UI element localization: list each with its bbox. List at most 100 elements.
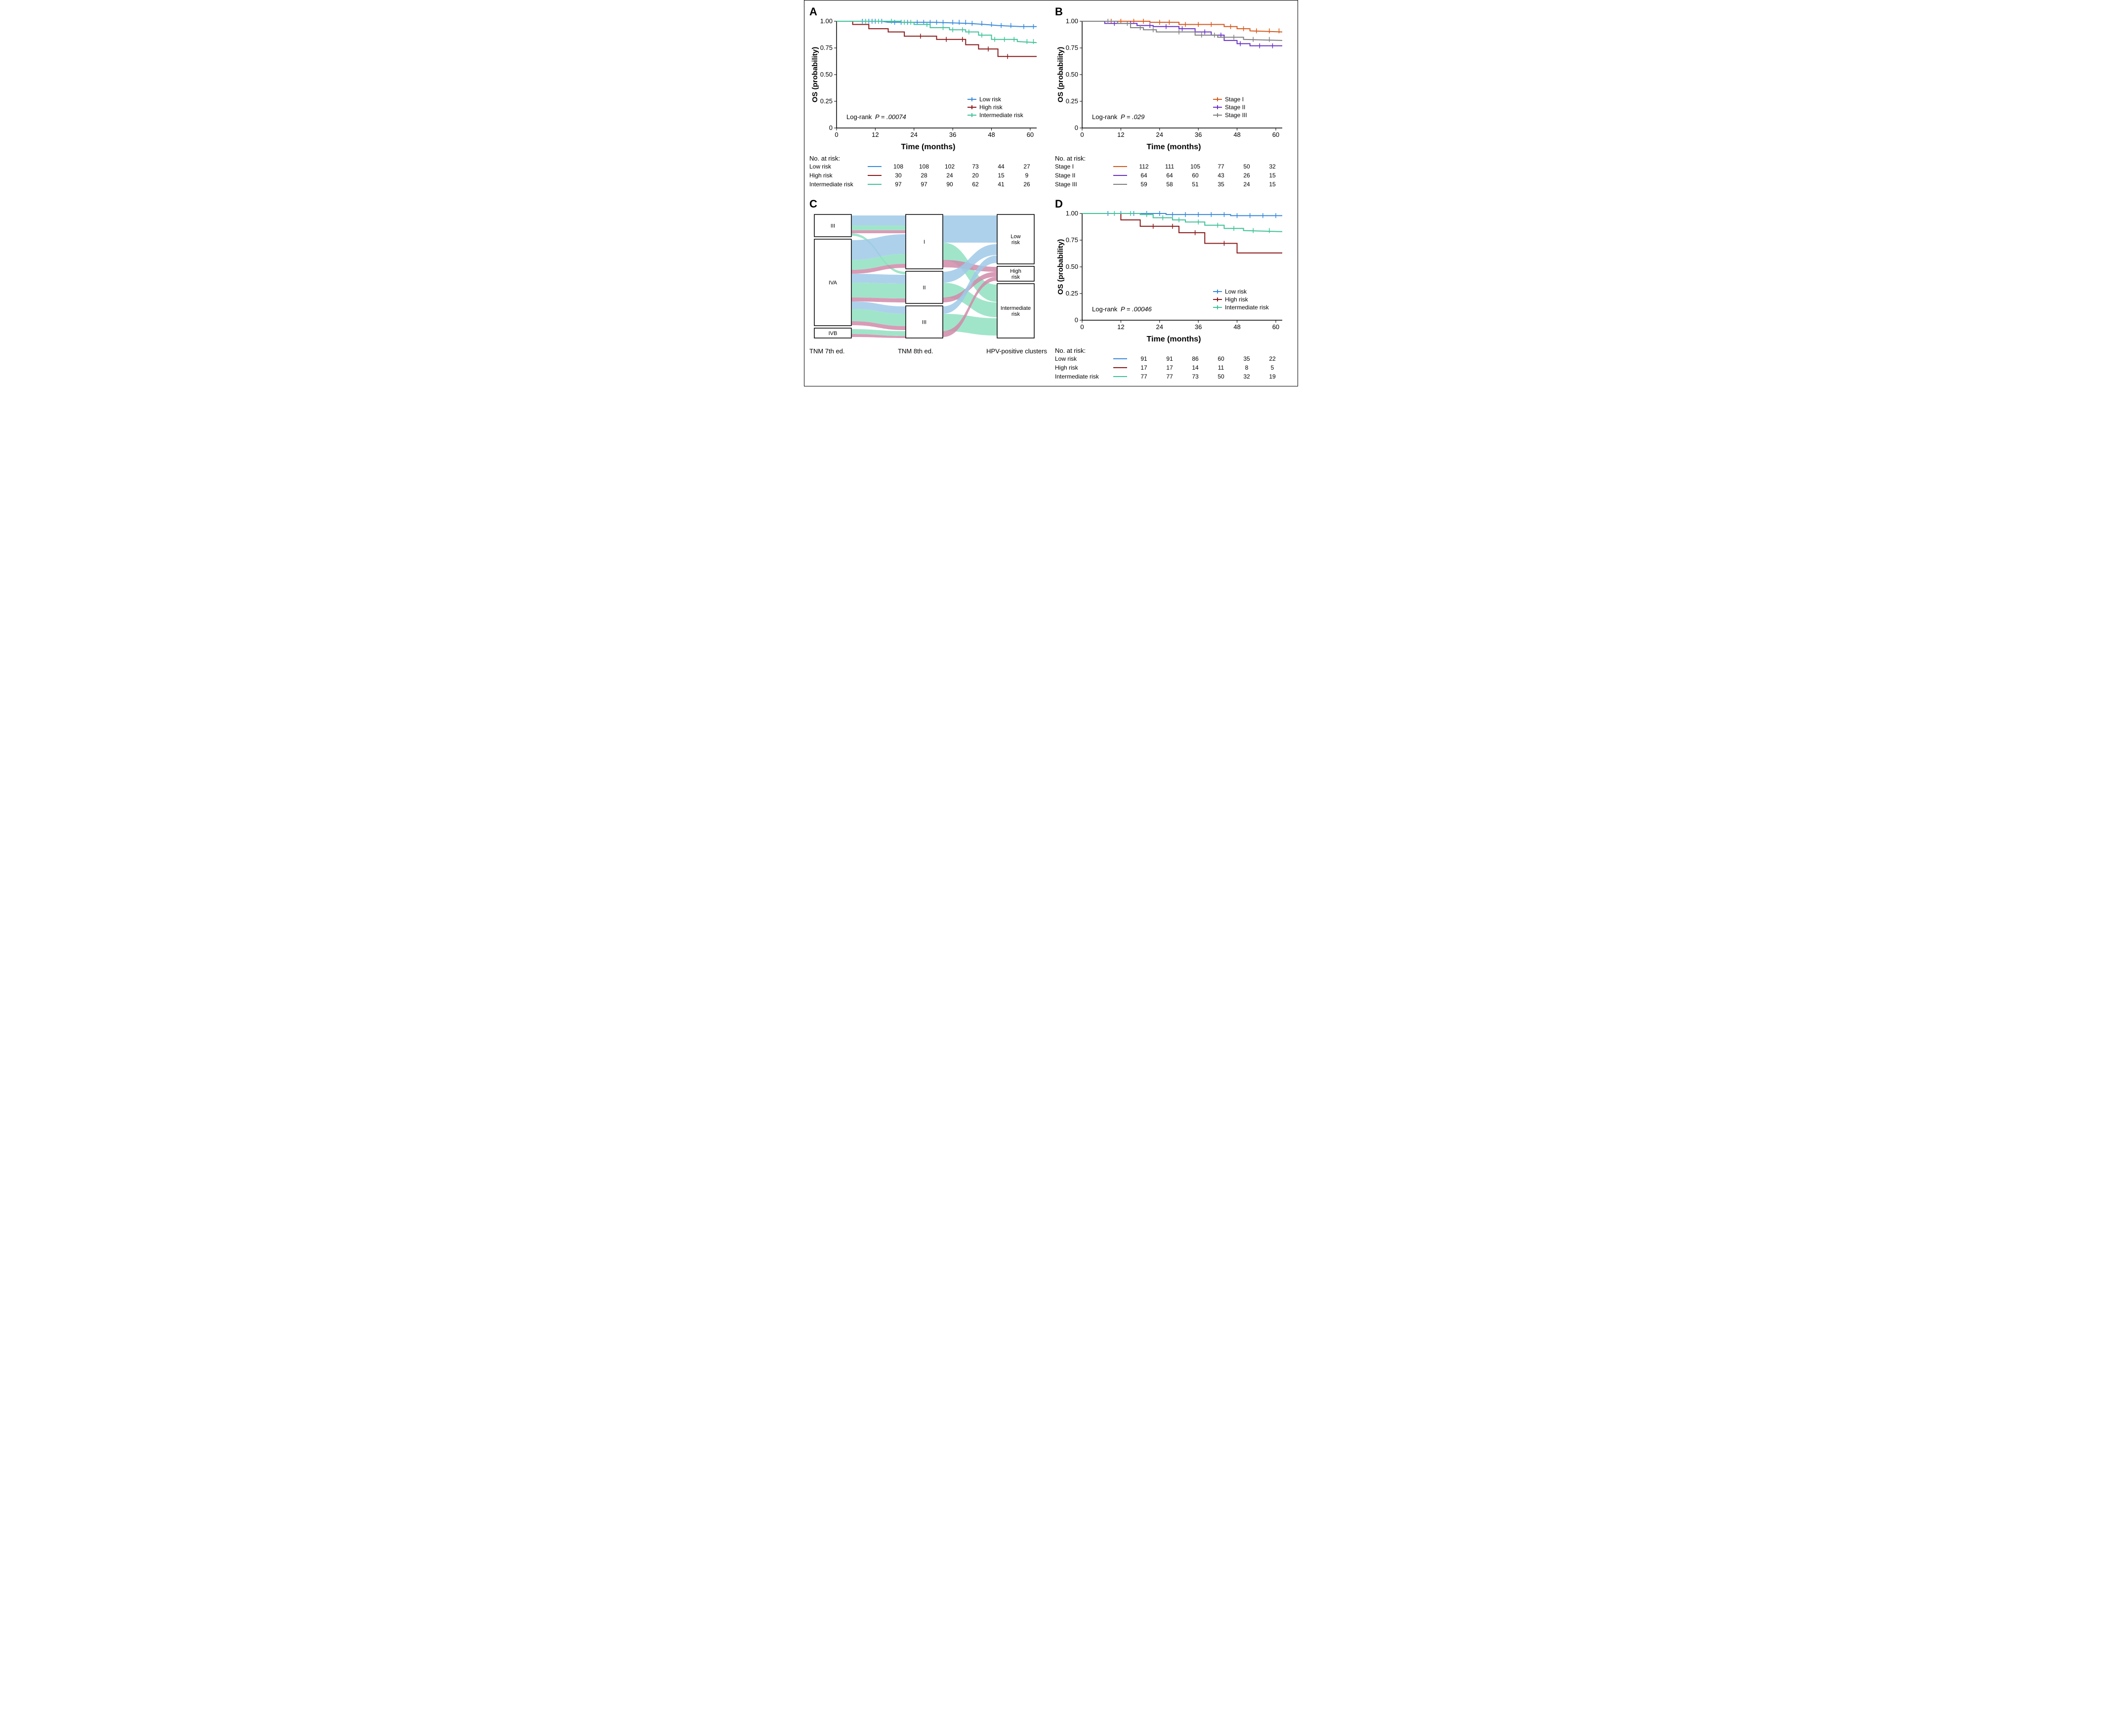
svg-text:Low risk: Low risk [1225, 288, 1247, 295]
panel-d-chart: 00.250.500.751.0001224364860OS (probabil… [1055, 211, 1293, 334]
svg-text:IVA: IVA [829, 280, 838, 286]
risk-swatch [868, 166, 882, 167]
sankey-col-right: HPV-positive clusters [986, 347, 1047, 355]
risk-value: 60 [1182, 172, 1208, 179]
row-bottom: C IIIIVAIVBIIIIIILowriskHighriskIntermed… [809, 198, 1293, 381]
panel-b: B 00.250.500.751.0001224364860OS (probab… [1055, 5, 1293, 189]
risk-value: 5 [1260, 364, 1285, 371]
svg-text:36: 36 [1195, 323, 1202, 331]
svg-text:0.75: 0.75 [1066, 44, 1078, 51]
risk-values: 1717141185 [1131, 364, 1285, 371]
risk-header: No. at risk: [1055, 155, 1293, 162]
km-plot-d: 00.250.500.751.0001224364860OS (probabil… [1055, 211, 1287, 334]
panel-b-chart: 00.250.500.751.0001224364860OS (probabil… [1055, 18, 1293, 142]
svg-text:24: 24 [1156, 323, 1163, 331]
risk-value: 105 [1182, 163, 1208, 170]
svg-text:48: 48 [1233, 131, 1240, 138]
risk-row: Stage II 646460432615 [1055, 171, 1293, 180]
risk-value: 108 [911, 163, 937, 170]
svg-text:risk: risk [1011, 274, 1020, 280]
sankey-col-mid: TNM 8th ed. [898, 347, 933, 355]
risk-values: 30282420159 [885, 172, 1040, 179]
svg-text:OS (probability): OS (probability) [1056, 47, 1065, 103]
risk-swatch [1113, 184, 1127, 185]
risk-value: 97 [911, 181, 937, 188]
risk-value: 64 [1157, 172, 1182, 179]
risk-value: 50 [1234, 163, 1260, 170]
panel-b-xlabel: Time (months) [1055, 143, 1293, 152]
risk-swatch [1113, 175, 1127, 176]
risk-value: 19 [1260, 373, 1285, 380]
svg-text:0: 0 [1080, 131, 1084, 138]
svg-text:48: 48 [988, 131, 995, 138]
figure-root: A 00.250.500.751.0001224364860OS (probab… [804, 0, 1298, 386]
svg-text:High: High [1010, 268, 1021, 274]
panel-b-letter: B [1055, 5, 1293, 18]
svg-text:Stage I: Stage I [1225, 96, 1244, 103]
svg-text:0.75: 0.75 [1066, 236, 1078, 244]
risk-value: 59 [1131, 181, 1157, 188]
risk-value: 15 [1260, 181, 1285, 188]
svg-text:III: III [922, 320, 926, 326]
risk-row: Intermediate risk979790624126 [809, 180, 1047, 189]
svg-text:1.00: 1.00 [1066, 211, 1078, 217]
sankey-col-labels: TNM 7th ed. TNM 8th ed. HPV-positive clu… [809, 347, 1047, 355]
svg-text:12: 12 [1117, 131, 1124, 138]
panel-c: C IIIIVAIVBIIIIIILowriskHighriskIntermed… [809, 198, 1047, 381]
risk-value: 77 [1157, 373, 1182, 380]
svg-text:0: 0 [835, 131, 838, 138]
svg-text:Stage II: Stage II [1225, 104, 1245, 111]
risk-value: 28 [911, 172, 937, 179]
svg-text:0.50: 0.50 [820, 71, 833, 78]
risk-value: 24 [1234, 181, 1260, 188]
svg-text:OS (probability): OS (probability) [1056, 239, 1065, 295]
svg-text:IVB: IVB [829, 331, 838, 337]
risk-value: 35 [1208, 181, 1234, 188]
svg-text:1.00: 1.00 [820, 18, 833, 25]
panel-d-risk-table: No. at risk:Low risk919186603522High ris… [1055, 347, 1293, 381]
risk-row: High risk 30282420159 [809, 171, 1047, 180]
risk-label: Low risk [1055, 355, 1109, 362]
svg-text:0.25: 0.25 [1066, 290, 1078, 297]
risk-row: Low risk108108102734427 [809, 162, 1047, 171]
risk-swatch [1113, 376, 1127, 377]
risk-value: 90 [937, 181, 963, 188]
svg-text:Low: Low [1010, 234, 1020, 240]
risk-values: 777773503219 [1131, 373, 1285, 380]
row-top: A 00.250.500.751.0001224364860OS (probab… [809, 5, 1293, 189]
svg-text:0.25: 0.25 [1066, 97, 1078, 105]
risk-value: 27 [1014, 163, 1040, 170]
svg-text:60: 60 [1272, 323, 1279, 331]
risk-value: 77 [1131, 373, 1157, 380]
risk-value: 11 [1208, 364, 1234, 371]
risk-value: 44 [988, 163, 1014, 170]
svg-text:0.25: 0.25 [820, 97, 833, 105]
svg-text:Log-rank: Log-rank [1092, 113, 1118, 121]
risk-values: 979790624126 [885, 181, 1040, 188]
svg-text:Log-rank: Log-rank [846, 113, 872, 121]
svg-text:High risk: High risk [979, 104, 1003, 111]
sankey-col-left: TNM 7th ed. [809, 347, 845, 355]
risk-value: 97 [885, 181, 911, 188]
risk-value: 32 [1260, 163, 1285, 170]
risk-value: 8 [1234, 364, 1260, 371]
svg-text:I: I [924, 239, 925, 245]
svg-text:Log-rank: Log-rank [1092, 305, 1118, 313]
svg-text:risk: risk [1011, 240, 1020, 246]
risk-value: 14 [1182, 364, 1208, 371]
svg-text:0.50: 0.50 [1066, 71, 1078, 78]
risk-label: Stage II [1055, 172, 1109, 179]
risk-value: 26 [1234, 172, 1260, 179]
svg-text:0.75: 0.75 [820, 44, 833, 51]
panel-c-letter: C [809, 198, 1047, 211]
svg-text:24: 24 [1156, 131, 1163, 138]
svg-text:60: 60 [1027, 131, 1034, 138]
svg-text:36: 36 [1195, 131, 1202, 138]
svg-text:Intermediate: Intermediate [1001, 305, 1031, 311]
risk-label: Low risk [809, 163, 864, 170]
risk-header: No. at risk: [809, 155, 1047, 162]
risk-label: High risk [809, 172, 864, 179]
risk-values: 646460432615 [1131, 172, 1285, 179]
risk-row: Intermediate risk777773503219 [1055, 372, 1293, 381]
risk-row: High risk1717141185 [1055, 363, 1293, 372]
